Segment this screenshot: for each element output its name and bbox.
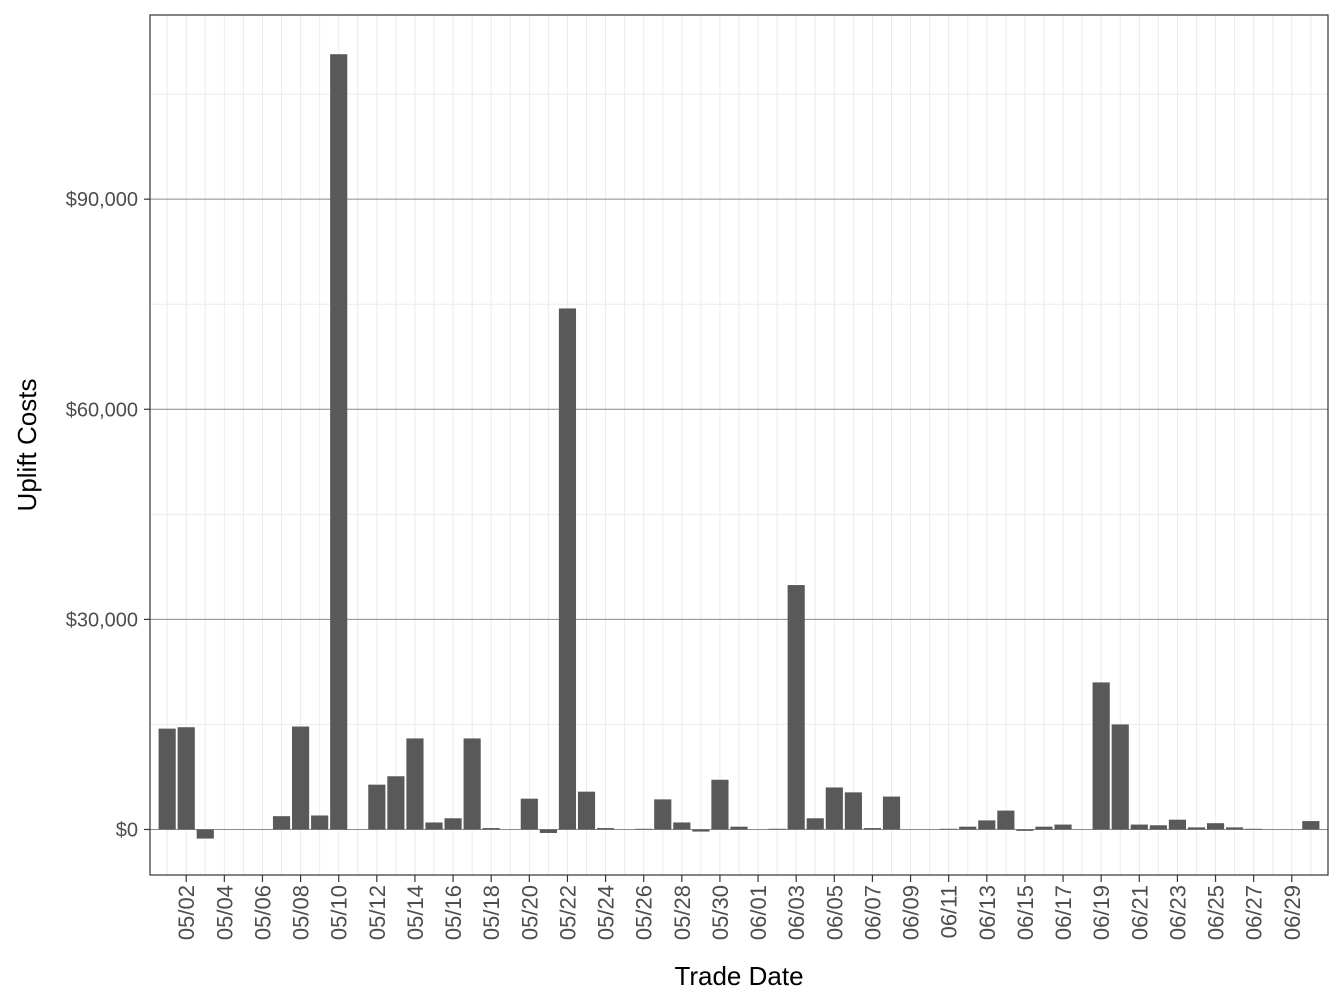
bar — [406, 738, 424, 830]
bar — [1016, 829, 1034, 831]
bar — [1245, 828, 1263, 830]
bar — [711, 779, 729, 830]
bar — [596, 828, 615, 830]
x-tick-label: 06/23 — [1165, 885, 1190, 940]
x-tick-label: 05/08 — [289, 885, 314, 940]
bar — [1149, 825, 1167, 830]
x-axis-title: Trade Date — [674, 961, 803, 991]
x-tick-label: 06/27 — [1242, 885, 1267, 940]
bar — [1054, 824, 1072, 830]
bar — [940, 828, 958, 830]
bar — [444, 818, 462, 830]
bar — [292, 726, 310, 830]
x-tick-label: 05/02 — [174, 885, 199, 940]
bar — [1168, 819, 1186, 830]
bar — [1111, 724, 1129, 830]
bar — [577, 791, 596, 830]
x-tick-label: 06/19 — [1089, 885, 1114, 940]
x-tick-label: 05/14 — [403, 885, 428, 940]
y-tick-label: $60,000 — [66, 399, 138, 421]
bar — [787, 585, 805, 830]
x-tick-label: 06/07 — [860, 885, 885, 940]
bar — [654, 799, 672, 830]
x-tick-label: 05/04 — [212, 885, 237, 940]
bar — [978, 820, 996, 830]
x-tick-label: 06/15 — [1013, 885, 1038, 940]
x-tick-label: 06/09 — [899, 885, 924, 940]
bar — [520, 798, 538, 830]
x-tick-label: 05/28 — [670, 885, 695, 940]
bar — [1206, 823, 1225, 830]
x-tick-label: 05/24 — [594, 885, 619, 940]
bar — [272, 816, 291, 830]
bar — [158, 728, 176, 830]
bar — [425, 822, 443, 830]
bar — [177, 727, 195, 830]
bar — [635, 828, 653, 830]
bar — [387, 776, 405, 830]
bar — [1302, 821, 1320, 830]
y-tick-label: $30,000 — [66, 609, 138, 631]
x-tick-label: 06/17 — [1051, 885, 1076, 940]
x-tick-label: 06/11 — [937, 885, 962, 938]
x-tick-label: 06/21 — [1127, 885, 1152, 940]
bar — [482, 828, 500, 830]
x-tick-label: 05/18 — [479, 885, 504, 940]
x-tick-label: 05/22 — [555, 885, 580, 940]
plot-border — [149, 14, 1329, 876]
y-tick-label: $90,000 — [66, 189, 138, 211]
x-tick-label: 05/20 — [517, 885, 542, 940]
bar — [806, 818, 824, 830]
x-tick-label: 05/10 — [327, 885, 352, 940]
y-axis-title: Uplift Costs — [12, 379, 42, 512]
x-tick-label: 05/06 — [250, 885, 275, 940]
bar — [368, 784, 386, 830]
bar — [730, 826, 748, 830]
x-tick-label: 06/05 — [822, 885, 847, 940]
bar — [1187, 827, 1206, 830]
x-tick-label: 06/13 — [975, 885, 1000, 940]
bar — [997, 810, 1015, 830]
bar — [882, 796, 901, 830]
bar — [539, 829, 557, 833]
x-tick-label: 05/12 — [365, 885, 390, 940]
bar — [330, 54, 348, 830]
y-tick-label: $0 — [116, 819, 138, 841]
x-tick-label: 05/16 — [441, 885, 466, 940]
bar — [844, 792, 862, 830]
bar — [768, 828, 786, 830]
x-tick-label: 06/25 — [1204, 885, 1229, 940]
x-tick-label: 05/30 — [708, 885, 733, 940]
bar — [1226, 827, 1244, 830]
bar — [558, 308, 577, 830]
bar — [959, 826, 977, 830]
bar — [1035, 826, 1053, 830]
bar — [1130, 824, 1148, 830]
bar — [311, 815, 329, 830]
bar — [196, 829, 214, 839]
x-tick-label: 05/26 — [632, 885, 657, 940]
plot-area — [150, 15, 1328, 875]
bar — [863, 828, 882, 830]
x-tick-label: 06/01 — [746, 885, 771, 940]
x-tick-label: 06/29 — [1280, 885, 1305, 940]
bar — [463, 738, 481, 830]
x-tick-label: 06/03 — [784, 885, 809, 940]
bar — [692, 829, 710, 832]
bar — [825, 787, 843, 830]
bar — [1092, 682, 1110, 830]
bar — [673, 822, 691, 830]
